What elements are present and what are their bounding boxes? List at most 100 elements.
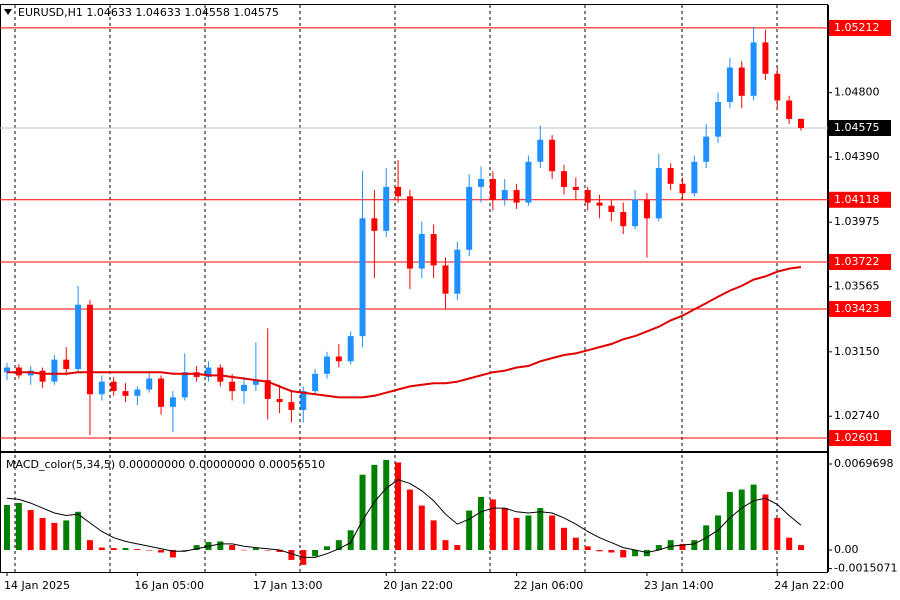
chart-title: EURUSD,H1 1.04633 1.04633 1.04558 1.0457… [18, 6, 279, 19]
histogram-bar [572, 537, 579, 551]
candle-body [181, 372, 188, 398]
histogram-bar [774, 517, 781, 551]
candle-body [478, 179, 485, 187]
histogram-bar [489, 499, 496, 551]
histogram-bar [63, 520, 70, 551]
histogram-bar [276, 550, 283, 553]
candle-body [383, 186, 390, 231]
candle-body [39, 370, 46, 382]
candle-body [229, 381, 236, 392]
histogram-bar [27, 510, 34, 551]
level-label: 1.04118 [834, 193, 880, 206]
candle-body [572, 186, 579, 191]
candle-body [655, 168, 662, 219]
histogram-bar [549, 515, 556, 551]
candle-body [726, 67, 733, 103]
histogram-bar [252, 548, 259, 551]
candle-body [750, 42, 757, 96]
moving-average [7, 266, 802, 399]
candle-body [667, 168, 674, 184]
histogram-bar [750, 484, 757, 551]
histogram-bar [383, 459, 390, 551]
current-price-label-bg [829, 119, 891, 136]
histogram-bar [454, 545, 461, 551]
histogram-bar [584, 546, 591, 551]
histogram-bar [395, 462, 402, 551]
candle-body [371, 218, 378, 231]
x-tick-label: 17 Jan 13:00 [253, 579, 323, 592]
candle-body [276, 398, 283, 403]
histogram-bar [158, 550, 165, 553]
candle-body [4, 367, 10, 373]
histogram-bar [738, 489, 745, 551]
candle-body [312, 373, 319, 392]
symbol-menu-icon[interactable] [4, 9, 12, 15]
level-label: 1.02601 [834, 431, 880, 444]
candle-body [300, 391, 307, 410]
candle-body [798, 118, 804, 128]
candle-body [418, 234, 425, 269]
histogram-bar [323, 546, 330, 551]
histogram-bar [181, 550, 188, 551]
y-tick-label: 1.03975 [834, 215, 880, 228]
candle-body [241, 384, 248, 392]
y-tick-label: 1.03565 [834, 280, 880, 293]
histogram-bar [501, 508, 508, 551]
histogram-bar [406, 489, 413, 551]
histogram-bar [679, 543, 686, 551]
histogram-bar [39, 517, 46, 551]
histogram-bar [217, 541, 224, 551]
histogram-bar [596, 550, 603, 552]
y-tick-label: -0.0015071 [834, 562, 897, 575]
y-tick-label: 1.04390 [834, 150, 880, 163]
histogram-bar [667, 540, 674, 551]
candle-body [560, 171, 567, 187]
candle-body [786, 100, 793, 119]
histogram-bar [122, 548, 129, 551]
histogram-bar [418, 505, 425, 551]
candle-body [715, 102, 722, 137]
candle-body [122, 391, 129, 396]
histogram-bar [288, 550, 295, 560]
signal-line [6, 479, 802, 558]
candle-body [146, 378, 153, 390]
candle-body [347, 336, 354, 362]
histogram-bar [146, 550, 153, 551]
histogram-bar [75, 511, 82, 551]
histogram-bar [798, 545, 804, 551]
candle-body [632, 199, 639, 227]
candle-body [549, 139, 556, 172]
histogram-bar [442, 540, 449, 551]
histogram-bar [371, 464, 378, 551]
candle-body [691, 161, 698, 194]
histogram-bar [513, 517, 520, 551]
candle-body [51, 359, 58, 382]
candle-body [679, 183, 686, 194]
histogram-bar [655, 545, 662, 551]
histogram-bar [762, 494, 769, 551]
histogram-bar [169, 550, 176, 558]
candle-body [703, 136, 710, 162]
candle-body [513, 190, 520, 203]
y-tick-label: 0.0069698 [834, 457, 894, 470]
y-tick-label: 1.03150 [834, 345, 880, 358]
x-tick-label: 20 Jan 22:00 [383, 579, 453, 592]
histogram-bar [632, 550, 639, 557]
candle-body [738, 67, 745, 96]
histogram-bar [264, 550, 271, 551]
candle-body [537, 139, 544, 162]
candle-body [110, 381, 117, 392]
candle-body [466, 186, 473, 250]
x-tick-label: 14 Jan 2025 [4, 579, 70, 592]
candle-body [86, 304, 93, 395]
histogram-bar [86, 540, 93, 551]
candle-body [525, 161, 532, 203]
candle-body [774, 73, 781, 101]
candle-body [762, 42, 769, 74]
y-tick-label: 1.04800 [834, 86, 880, 99]
histogram-bar [786, 537, 793, 551]
histogram-bar [466, 510, 473, 551]
candle-body [608, 205, 615, 213]
histogram-bar [691, 540, 698, 551]
histogram-bar [241, 549, 248, 551]
